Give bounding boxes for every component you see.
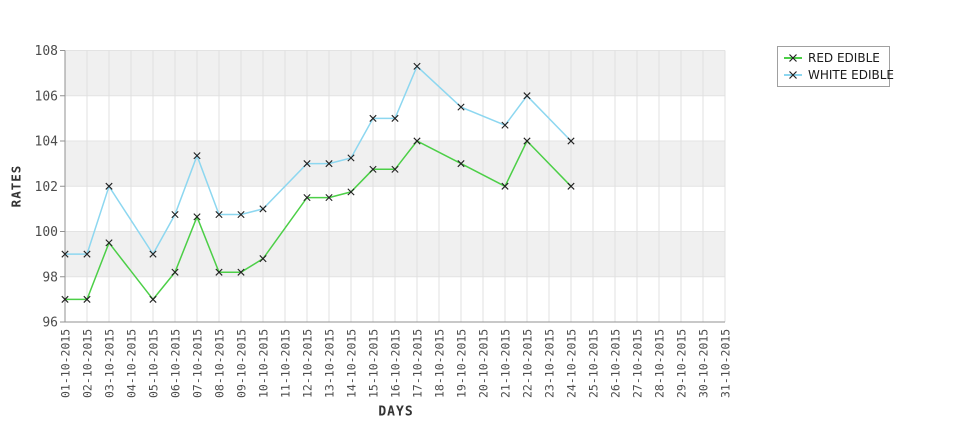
data-point-marker [215, 210, 223, 219]
y-axis-ticks: 96 98 100 102 104 106 108 [35, 44, 65, 331]
x-tick-label: 12-10-2015 [301, 329, 315, 398]
x-tick-label: 31-10-2015 [719, 329, 733, 398]
x-tick-label: 01-10-2015 [59, 329, 73, 398]
y-tick-label: 108 [35, 44, 58, 59]
y-tick-label: 100 [35, 225, 58, 240]
data-point-marker [149, 295, 157, 303]
series-red-edible [61, 137, 575, 303]
data-point-marker [105, 182, 113, 190]
data-point-marker [457, 160, 465, 168]
x-axis-title: DAYS [378, 404, 414, 420]
data-point-marker [215, 268, 223, 276]
data-point-marker [303, 160, 311, 168]
x-tick-label: 05-10-2015 [147, 329, 161, 398]
data-point-marker [567, 182, 575, 190]
x-tick-label: 03-10-2015 [103, 329, 117, 398]
x-tick-label: 27-10-2015 [631, 329, 645, 398]
x-tick-label: 25-10-2015 [587, 329, 601, 398]
x-axis-labels: 01-10-2015 02-10-2015 03-10-2015 04-10-2015… [59, 329, 733, 398]
legend-item-white-edible: WHITE EDIBLE [783, 67, 894, 83]
data-point-marker [259, 205, 267, 213]
y-axis-title: RATES [8, 164, 24, 208]
data-point-marker [61, 295, 69, 303]
data-point-marker [325, 160, 333, 168]
data-point-marker [523, 137, 531, 145]
data-point-marker [83, 295, 91, 303]
x-tick-label: 13-10-2015 [323, 329, 337, 398]
data-point-marker [193, 152, 201, 160]
y-tick-label: 104 [35, 135, 59, 150]
data-point-marker [83, 250, 91, 258]
vertical-gridlines [86, 50, 726, 322]
x-tick-label: 28-10-2015 [653, 329, 667, 398]
y-tick-label: 106 [35, 89, 58, 104]
x-tick-label: 16-10-2015 [389, 329, 403, 398]
x-tick-label: 29-10-2015 [675, 329, 689, 398]
data-point-marker [237, 210, 245, 219]
y-tick-label: 98 [42, 270, 58, 285]
legend: RED EDIBLE WHITE EDIBLE [777, 46, 894, 87]
data-point-marker [501, 182, 509, 190]
x-tick-label: 18-10-2015 [433, 329, 447, 398]
x-tick-label: 11-10-2015 [279, 329, 293, 398]
white-edible-line-marker-icon [784, 71, 802, 79]
data-point-marker [567, 137, 575, 145]
data-point-marker [391, 165, 399, 173]
x-tick-label: 23-10-2015 [543, 329, 557, 398]
x-tick-label: 06-10-2015 [169, 329, 183, 398]
data-point-marker [413, 137, 421, 145]
x-tick-label: 26-10-2015 [609, 329, 623, 398]
data-point-marker [347, 154, 355, 162]
x-tick-label: 24-10-2015 [565, 329, 579, 398]
data-point-marker [61, 250, 69, 258]
data-point-marker [105, 239, 113, 247]
legend-label: RED EDIBLE [808, 51, 880, 65]
y-tick-label: 96 [42, 316, 58, 331]
data-point-marker [171, 268, 179, 276]
data-point-marker [523, 92, 531, 100]
data-point-marker [325, 193, 333, 202]
x-tick-label: 07-10-2015 [191, 329, 205, 398]
x-tick-label: 15-10-2015 [367, 329, 381, 398]
data-point-marker [391, 114, 399, 122]
x-tick-label: 21-10-2015 [499, 329, 513, 398]
x-tick-label: 17-10-2015 [411, 329, 425, 398]
data-point-marker [347, 188, 355, 196]
data-point-marker [413, 62, 421, 70]
x-tick-label: 04-10-2015 [125, 329, 139, 398]
x-tick-label: 22-10-2015 [521, 329, 535, 398]
x-tick-label: 30-10-2015 [697, 329, 711, 398]
data-point-marker [369, 165, 377, 173]
data-point-marker [149, 250, 157, 258]
x-tick-label: 14-10-2015 [345, 329, 359, 398]
legend-item-red-edible: RED EDIBLE [783, 50, 883, 66]
series-white-edible [61, 62, 575, 258]
x-tick-label: 19-10-2015 [455, 329, 469, 398]
data-point-marker [369, 114, 377, 122]
x-tick-label: 09-10-2015 [235, 329, 249, 398]
data-point-marker [171, 210, 179, 219]
x-tick-label: 02-10-2015 [81, 329, 95, 398]
data-point-marker [259, 255, 267, 263]
red-edible-line-marker-icon [784, 54, 802, 62]
data-point-marker [303, 193, 311, 202]
x-tick-label: 20-10-2015 [477, 329, 491, 398]
data-point-marker [457, 103, 465, 111]
y-tick-label: 102 [35, 180, 58, 195]
data-point-marker [237, 268, 245, 276]
x-tick-label: 10-10-2015 [257, 329, 271, 398]
x-tick-label: 08-10-2015 [213, 329, 227, 398]
data-point-marker [193, 213, 201, 221]
data-point-marker [501, 121, 509, 129]
legend-label: WHITE EDIBLE [808, 68, 895, 82]
